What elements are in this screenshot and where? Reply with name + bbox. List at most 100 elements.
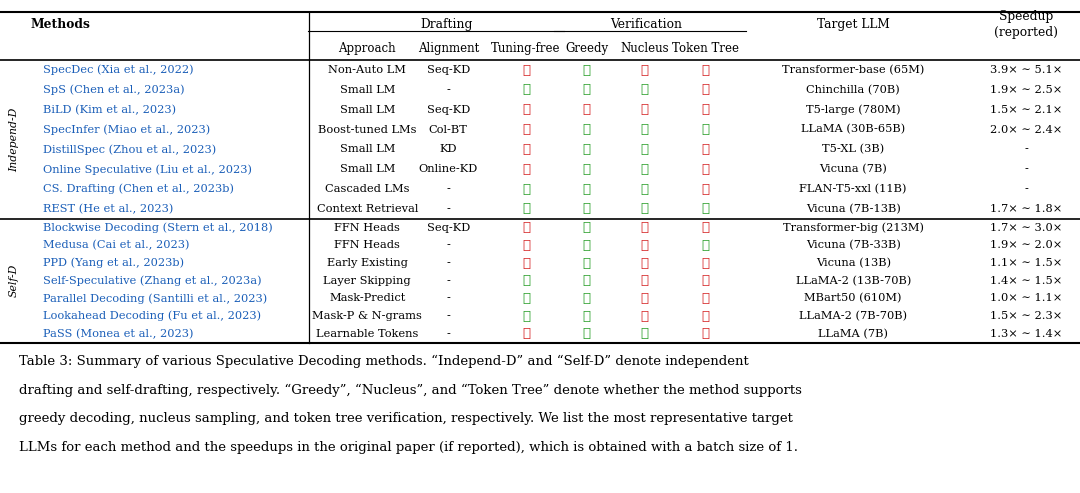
Text: ✓: ✓ bbox=[640, 143, 649, 156]
Text: 1.5× ∼ 2.1×: 1.5× ∼ 2.1× bbox=[990, 105, 1062, 115]
Text: ✓: ✓ bbox=[522, 182, 530, 196]
Text: ✓: ✓ bbox=[522, 310, 530, 322]
Text: ✗: ✗ bbox=[701, 182, 710, 196]
Text: -: - bbox=[446, 85, 450, 95]
Text: REST (He et al., 2023): REST (He et al., 2023) bbox=[43, 204, 174, 214]
Text: Alignment: Alignment bbox=[418, 42, 478, 55]
Text: ✓: ✓ bbox=[582, 221, 591, 234]
Text: Verification: Verification bbox=[610, 18, 681, 31]
Text: ✗: ✗ bbox=[522, 143, 530, 156]
Text: Small LM: Small LM bbox=[339, 85, 395, 95]
Text: LLMs for each method and the speedups in the original paper (if reported), which: LLMs for each method and the speedups in… bbox=[19, 441, 798, 454]
Text: Small LM: Small LM bbox=[339, 144, 395, 154]
Text: Methods: Methods bbox=[30, 18, 90, 31]
Text: ✗: ✗ bbox=[701, 221, 710, 234]
Text: DistillSpec (Zhou et al., 2023): DistillSpec (Zhou et al., 2023) bbox=[43, 144, 216, 155]
Text: Mask-Predict: Mask-Predict bbox=[329, 293, 405, 303]
Text: Approach: Approach bbox=[338, 42, 396, 55]
Text: ✓: ✓ bbox=[640, 202, 649, 215]
Text: -: - bbox=[1024, 164, 1028, 174]
Text: Parallel Decoding (Santilli et al., 2023): Parallel Decoding (Santilli et al., 2023… bbox=[43, 293, 268, 304]
Text: Medusa (Cai et al., 2023): Medusa (Cai et al., 2023) bbox=[43, 240, 190, 250]
Text: -: - bbox=[446, 293, 450, 303]
Text: ✓: ✓ bbox=[640, 83, 649, 97]
Text: -: - bbox=[446, 258, 450, 268]
Text: Seq-KD: Seq-KD bbox=[427, 105, 470, 115]
Text: Target LLM: Target LLM bbox=[816, 18, 890, 31]
Text: Learnable Tokens: Learnable Tokens bbox=[316, 329, 418, 339]
Text: Vicuna (13B): Vicuna (13B) bbox=[815, 258, 891, 268]
Text: Speedup
(reported): Speedup (reported) bbox=[994, 10, 1058, 38]
Text: PPD (Yang et al., 2023b): PPD (Yang et al., 2023b) bbox=[43, 258, 185, 268]
Text: Lookahead Decoding (Fu et al., 2023): Lookahead Decoding (Fu et al., 2023) bbox=[43, 311, 261, 321]
Text: FFN Heads: FFN Heads bbox=[335, 223, 400, 233]
Text: FFN Heads: FFN Heads bbox=[335, 240, 400, 250]
Text: ✓: ✓ bbox=[582, 239, 591, 252]
Text: ✓: ✓ bbox=[582, 123, 591, 136]
Text: ✓: ✓ bbox=[582, 182, 591, 196]
Text: -: - bbox=[446, 311, 450, 321]
Text: ✗: ✗ bbox=[701, 64, 710, 76]
Text: ✗: ✗ bbox=[522, 163, 530, 176]
Text: -: - bbox=[446, 204, 450, 214]
Text: Transformer-base (65M): Transformer-base (65M) bbox=[782, 65, 924, 75]
Text: ✓: ✓ bbox=[701, 123, 710, 136]
Text: Mask-P & N-grams: Mask-P & N-grams bbox=[312, 311, 422, 321]
Text: Small LM: Small LM bbox=[339, 105, 395, 115]
Text: KD: KD bbox=[440, 144, 457, 154]
Text: ✓: ✓ bbox=[582, 327, 591, 340]
Text: 1.9× ∼ 2.5×: 1.9× ∼ 2.5× bbox=[990, 85, 1062, 95]
Text: Vicuna (7B-13B): Vicuna (7B-13B) bbox=[806, 204, 901, 214]
Text: T5-large (780M): T5-large (780M) bbox=[806, 105, 901, 115]
Text: drafting and self-drafting, respectively. “Greedy”, “Nucleus”, and “Token Tree” : drafting and self-drafting, respectively… bbox=[19, 384, 802, 397]
Text: ✓: ✓ bbox=[582, 202, 591, 215]
Text: T5-XL (3B): T5-XL (3B) bbox=[822, 144, 885, 155]
Text: ✗: ✗ bbox=[640, 64, 649, 76]
Text: ✓: ✓ bbox=[582, 83, 591, 97]
Text: ✓: ✓ bbox=[582, 274, 591, 287]
Text: ✗: ✗ bbox=[701, 292, 710, 305]
Text: ✗: ✗ bbox=[522, 256, 530, 270]
Text: ✗: ✗ bbox=[701, 143, 710, 156]
Text: ✗: ✗ bbox=[701, 83, 710, 97]
Text: ✓: ✓ bbox=[640, 163, 649, 176]
Text: ✗: ✗ bbox=[701, 103, 710, 116]
Text: 1.5× ∼ 2.3×: 1.5× ∼ 2.3× bbox=[990, 311, 1062, 321]
Text: Context Retrieval: Context Retrieval bbox=[316, 204, 418, 214]
Text: ✗: ✗ bbox=[640, 239, 649, 252]
Text: -: - bbox=[1024, 144, 1028, 154]
Text: ✓: ✓ bbox=[582, 256, 591, 270]
Text: 1.7× ∼ 3.0×: 1.7× ∼ 3.0× bbox=[990, 223, 1062, 233]
Text: Col-BT: Col-BT bbox=[429, 125, 468, 135]
Text: Early Existing: Early Existing bbox=[327, 258, 407, 268]
Text: ✓: ✓ bbox=[582, 64, 591, 76]
Text: -: - bbox=[446, 276, 450, 286]
Text: ✗: ✗ bbox=[701, 310, 710, 322]
Text: 1.7× ∼ 1.8×: 1.7× ∼ 1.8× bbox=[990, 204, 1062, 214]
Text: Tuning-free: Tuning-free bbox=[491, 42, 561, 55]
Text: Blockwise Decoding (Stern et al., 2018): Blockwise Decoding (Stern et al., 2018) bbox=[43, 222, 273, 233]
Text: FLAN-T5-xxl (11B): FLAN-T5-xxl (11B) bbox=[799, 184, 907, 194]
Text: LLaMA-2 (7B-70B): LLaMA-2 (7B-70B) bbox=[799, 311, 907, 321]
Text: ✗: ✗ bbox=[640, 103, 649, 116]
Text: 1.3× ∼ 1.4×: 1.3× ∼ 1.4× bbox=[990, 329, 1062, 339]
Text: SpecDec (Xia et al., 2022): SpecDec (Xia et al., 2022) bbox=[43, 65, 193, 75]
Text: ✗: ✗ bbox=[640, 274, 649, 287]
Text: ✓: ✓ bbox=[582, 292, 591, 305]
Text: ✗: ✗ bbox=[582, 103, 591, 116]
Text: Non-Auto LM: Non-Auto LM bbox=[328, 65, 406, 75]
Text: -: - bbox=[446, 329, 450, 339]
Text: CS. Drafting (Chen et al., 2023b): CS. Drafting (Chen et al., 2023b) bbox=[43, 184, 234, 194]
Text: ✗: ✗ bbox=[522, 64, 530, 76]
Text: ✗: ✗ bbox=[701, 274, 710, 287]
Text: Cascaded LMs: Cascaded LMs bbox=[325, 184, 409, 194]
Text: ✗: ✗ bbox=[522, 327, 530, 340]
Text: MBart50 (610M): MBart50 (610M) bbox=[805, 293, 902, 304]
Text: Token Tree: Token Tree bbox=[672, 42, 739, 55]
Text: LLaMA-2 (13B-70B): LLaMA-2 (13B-70B) bbox=[796, 276, 910, 286]
Text: ✗: ✗ bbox=[640, 292, 649, 305]
Text: Self-D: Self-D bbox=[9, 264, 19, 297]
Text: ✓: ✓ bbox=[522, 274, 530, 287]
Text: 3.9× ∼ 5.1×: 3.9× ∼ 5.1× bbox=[990, 65, 1062, 75]
Text: PaSS (Monea et al., 2023): PaSS (Monea et al., 2023) bbox=[43, 329, 193, 339]
